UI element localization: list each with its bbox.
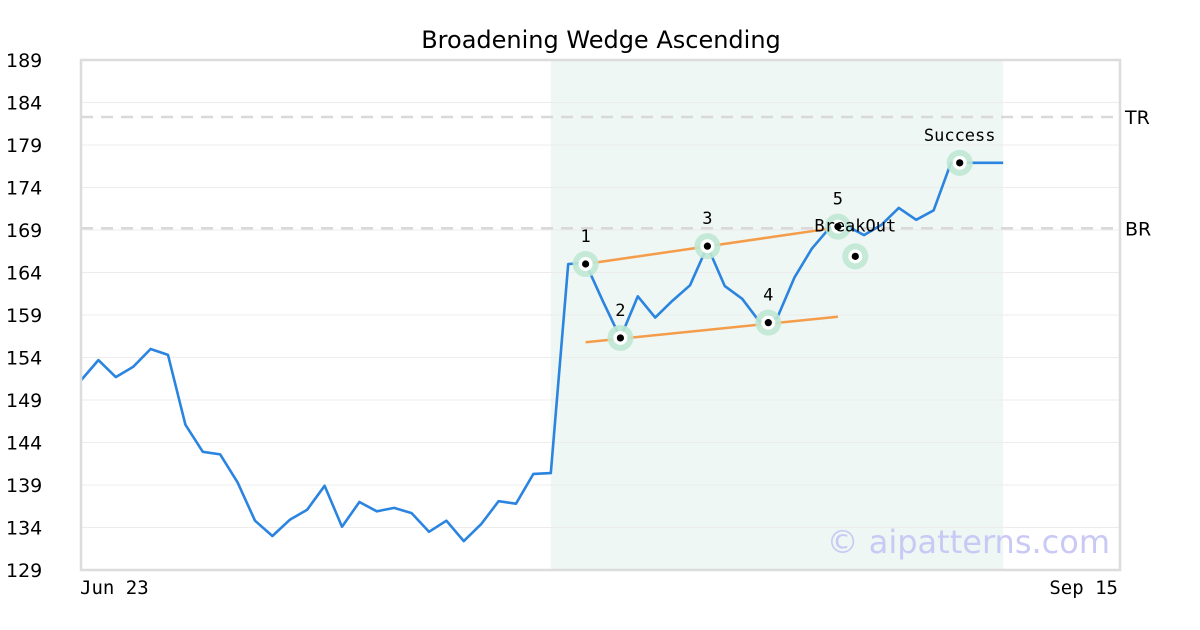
- y-tick-label: 189: [6, 50, 42, 72]
- plot-frame: [79, 58, 1122, 572]
- pattern-point-dot: [703, 242, 712, 250]
- pattern-point-dot: [582, 260, 590, 268]
- y-tick-label: 164: [6, 263, 42, 285]
- level-label: TR: [1124, 107, 1150, 129]
- pattern-points-layer: 1 2 3 4 5 BreakOut Success: [572, 126, 996, 351]
- pattern-point-label: 2: [615, 301, 625, 321]
- pattern-point-label: BreakOut: [814, 216, 896, 236]
- grid-layer: [81, 59, 1120, 571]
- pattern-point-label: 4: [763, 286, 773, 306]
- y-tick-label: 169: [6, 220, 42, 242]
- pattern-point-label: Success: [924, 126, 996, 146]
- y-tick-label: 134: [6, 518, 42, 540]
- y-tick-label: 139: [6, 475, 42, 497]
- level-label: BR: [1125, 218, 1151, 240]
- y-tick-label: 129: [6, 560, 42, 582]
- y-tick-label: 184: [6, 93, 42, 115]
- y-tick-label: 159: [6, 305, 42, 327]
- level-lines-layer: TR BR: [81, 107, 1151, 240]
- y-tick-label: 149: [6, 390, 42, 412]
- pattern-point-dot: [834, 223, 842, 231]
- x-label-end: Sep 15: [1049, 577, 1118, 599]
- pattern-point-dot: [956, 159, 964, 167]
- pattern-point-dot: [764, 319, 772, 327]
- pattern-point-label: 1: [580, 227, 590, 247]
- y-tick-label: 174: [6, 178, 42, 200]
- pattern-point-dot: [616, 334, 625, 342]
- y-tick-label: 179: [6, 135, 42, 157]
- y-tick-label: 144: [6, 433, 42, 455]
- y-tick-label: 154: [6, 348, 42, 370]
- y-axis-ticks: 189 184 179 174 169 164 159 154 149 144 139 134 129: [6, 50, 42, 582]
- pattern-point-dot: [851, 252, 859, 260]
- pattern-point-label: 5: [833, 190, 843, 210]
- watermark: © aipatterns.com: [827, 523, 1110, 561]
- pattern-point-label: 3: [702, 209, 712, 229]
- chart-title: Broadening Wedge Ascending: [421, 26, 781, 54]
- x-label-start: Jun 23: [80, 577, 149, 599]
